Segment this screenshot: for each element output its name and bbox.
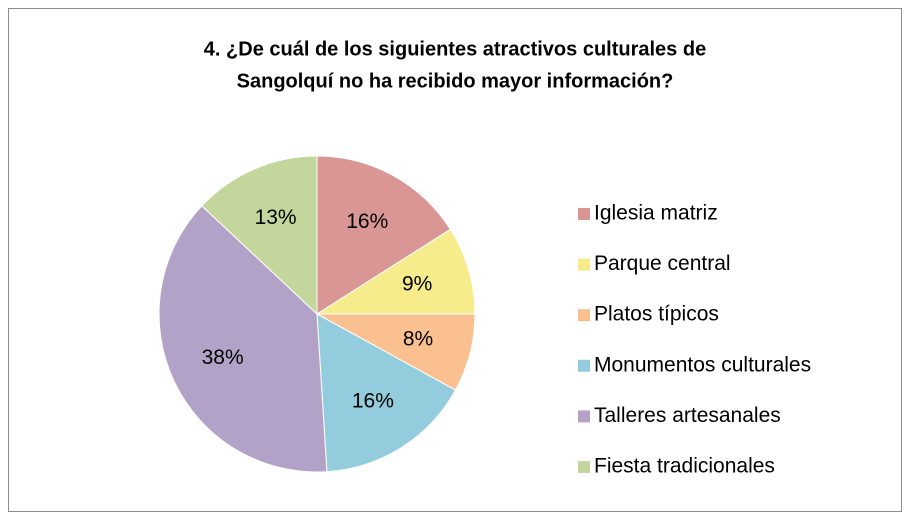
legend-label: Platos típicos: [594, 303, 719, 326]
legend-swatch: [578, 258, 590, 271]
legend-swatch: [578, 309, 590, 322]
data-label: 9%: [402, 272, 432, 295]
legend-label: Talleres artesanales: [594, 404, 781, 427]
legend-label: Fiesta tradicionales: [594, 455, 775, 478]
legend-label: Parque central: [594, 252, 731, 275]
legend-swatch: [578, 359, 590, 372]
pie-slice: [158, 205, 328, 473]
chart-title: Sangolquí no ha recibido mayor informaci…: [237, 70, 674, 92]
data-label: 8%: [403, 327, 433, 350]
legend-swatch: [578, 461, 590, 473]
chart-title: 4. ¿De cuál de los siguientes atractivos…: [204, 38, 706, 60]
legend-label: Iglesia matriz: [594, 202, 718, 225]
data-label: 38%: [202, 346, 244, 369]
pie-slice: [316, 313, 457, 473]
legend-swatch: [578, 208, 590, 220]
pie-slice: [315, 228, 476, 315]
legend-swatch: [578, 410, 590, 423]
data-label: 16%: [352, 390, 394, 413]
pie-slice: [201, 155, 318, 316]
pie-slice: [316, 155, 452, 315]
data-label: 16%: [346, 210, 388, 233]
data-label: 13%: [255, 206, 297, 229]
legend-label: Monumentos culturales: [594, 353, 811, 376]
